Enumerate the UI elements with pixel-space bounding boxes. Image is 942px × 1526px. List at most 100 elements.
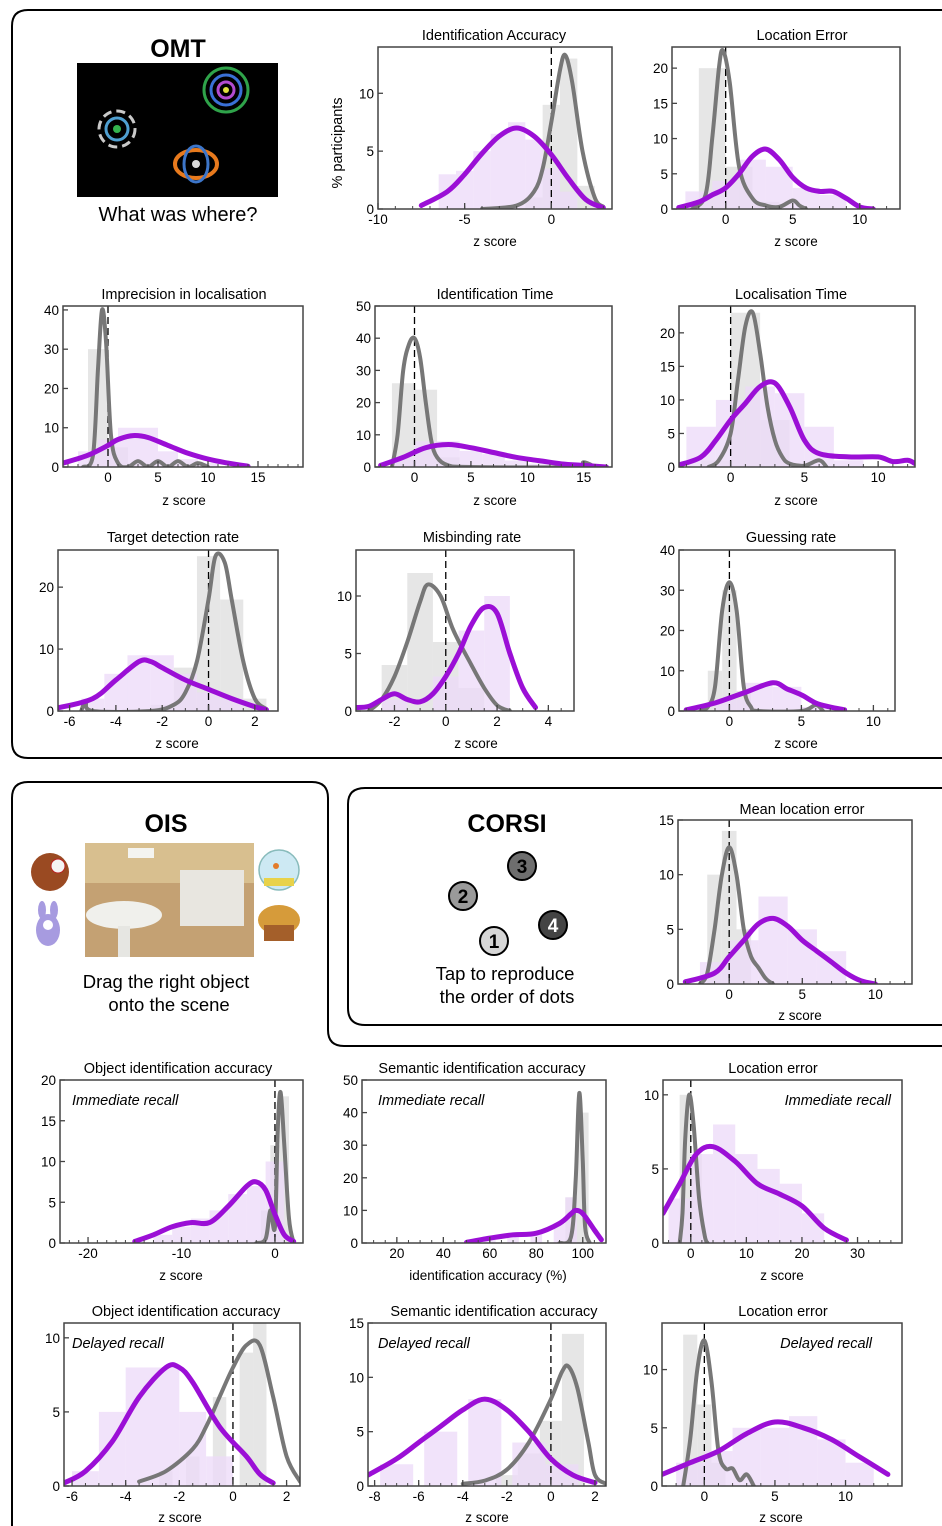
patient-density-curve bbox=[368, 1396, 598, 1486]
muffin-object[interactable] bbox=[258, 905, 300, 941]
control-histogram-bar-3 bbox=[561, 1333, 584, 1486]
patient-histogram-bar-3 bbox=[459, 450, 483, 467]
x-tick-label: -6 bbox=[413, 1489, 425, 1504]
omt-caption: What was where? bbox=[99, 204, 258, 226]
x-tick-label: 0 bbox=[442, 714, 450, 729]
bunny-toy-object[interactable] bbox=[36, 901, 60, 946]
y-tick-label: 10 bbox=[643, 1363, 658, 1378]
svg-text:1: 1 bbox=[489, 932, 500, 953]
axes-frame bbox=[57, 549, 279, 712]
y-tick-label: 0 bbox=[651, 1236, 659, 1251]
y-tick-label: 10 bbox=[39, 642, 54, 657]
x-tick-label: 4 bbox=[545, 714, 553, 729]
patient-histogram-bar-3 bbox=[490, 133, 508, 209]
y-tick-label: 20 bbox=[660, 624, 675, 639]
y-tick-label: 30 bbox=[44, 342, 59, 357]
control-density-curve bbox=[81, 307, 210, 467]
y-tick-label: 5 bbox=[666, 922, 674, 937]
patient-density-curve bbox=[663, 1143, 849, 1243]
patient-histogram-bar-3 bbox=[553, 1223, 566, 1243]
patient-histogram-bar-5 bbox=[504, 460, 528, 467]
x-tick-label: 20 bbox=[389, 1246, 404, 1261]
chart-title: Target detection rate bbox=[107, 530, 239, 546]
patient-histogram-bar-4 bbox=[482, 454, 505, 467]
patient-histogram-bar-2 bbox=[468, 1399, 502, 1486]
corsi-dot-4[interactable]: 4 bbox=[538, 910, 568, 940]
patient-density-curve bbox=[464, 1207, 604, 1243]
patient-histogram-bar-3 bbox=[152, 1367, 180, 1486]
patient-histogram-bar-2 bbox=[758, 896, 788, 984]
control-density-curve bbox=[706, 309, 829, 467]
patient-histogram-bar-3 bbox=[760, 1427, 790, 1486]
recall-condition-label: Immediate recall bbox=[72, 1093, 179, 1109]
corsi-dot-1[interactable]: 1 bbox=[479, 926, 509, 956]
patient-density-curve bbox=[662, 1419, 891, 1477]
chart-id_acc: -10 -5 0 0 5 10 Identification Accuracy z score bbox=[359, 28, 613, 249]
x-tick-label: 0 bbox=[687, 1246, 695, 1261]
chart-loc_time: 0 5 10 0 5 10 15 20 Localisation Time z score bbox=[660, 287, 916, 508]
x-tick-label: 0 bbox=[547, 1489, 555, 1504]
y-tick-label: 20 bbox=[39, 580, 54, 595]
axes-frame bbox=[62, 305, 304, 468]
y-tick-label: 15 bbox=[660, 359, 675, 374]
y-tick-label: 50 bbox=[356, 299, 371, 314]
y-tick-label: 5 bbox=[660, 167, 668, 182]
plot-area bbox=[682, 820, 878, 984]
plot-area bbox=[368, 1323, 606, 1486]
corsi-frame bbox=[347, 787, 942, 1026]
patient-histogram-bar-3 bbox=[512, 1442, 546, 1486]
plot-area bbox=[418, 47, 606, 209]
axes-frame bbox=[355, 549, 575, 712]
y-tick-label: 10 bbox=[659, 868, 674, 883]
control-density-curve bbox=[137, 1338, 300, 1484]
fishbowl-object[interactable] bbox=[258, 849, 300, 891]
chart-loc_del: 0 5 10 0 5 10 Location error z score Delayed rec… bbox=[643, 1304, 903, 1525]
y-tick-label: 15 bbox=[349, 1316, 364, 1331]
svg-text:3: 3 bbox=[517, 857, 528, 878]
kaleidoscope-object-3 bbox=[173, 144, 219, 184]
y-tick-label: 10 bbox=[45, 1331, 60, 1346]
chart-title: Misbinding rate bbox=[423, 530, 521, 546]
x-tick-label: -10 bbox=[172, 1246, 192, 1261]
patient-density-curve bbox=[418, 125, 606, 209]
kaleidoscope-object-2 bbox=[97, 109, 137, 149]
x-tick-label: -2 bbox=[501, 1489, 513, 1504]
y-tick-label: 40 bbox=[660, 543, 675, 558]
control-density-curve bbox=[460, 1363, 606, 1486]
y-tick-label: 15 bbox=[653, 96, 668, 111]
control-density-curve bbox=[697, 845, 776, 984]
corsi-dot-3[interactable]: 3 bbox=[507, 851, 537, 881]
x-tick-label: 0 bbox=[701, 1489, 709, 1504]
corsi-dot-2[interactable]: 2 bbox=[448, 881, 478, 911]
kaleidoscope-object-1 bbox=[202, 66, 250, 114]
baseball-glove-object[interactable] bbox=[31, 853, 69, 891]
plot-area bbox=[378, 306, 609, 467]
control-density-curve bbox=[480, 52, 606, 209]
plot-area bbox=[679, 306, 915, 467]
chart-corsi: 0 5 10 0 5 10 15 Mean location error z score bbox=[659, 802, 913, 1023]
y-tick-label: 0 bbox=[363, 460, 371, 475]
chart-imprec: 0 5 10 15 0 10 20 30 40 Imprecision in localisati… bbox=[44, 287, 304, 508]
chart-title: Semantic identification accuracy bbox=[378, 1061, 586, 1077]
x-axis-label: z score bbox=[774, 493, 818, 508]
patient-density-curve bbox=[676, 146, 876, 209]
patient-histogram-bar-0 bbox=[391, 457, 415, 467]
x-tick-label: 5 bbox=[771, 1489, 779, 1504]
axes-frame bbox=[377, 46, 613, 210]
x-tick-label: -4 bbox=[457, 1489, 469, 1504]
x-tick-label: -8 bbox=[369, 1489, 381, 1504]
x-tick-label: 80 bbox=[529, 1246, 544, 1261]
y-tick-label: 0 bbox=[350, 1236, 358, 1251]
chart-title: Object identification accuracy bbox=[84, 1061, 273, 1077]
omt-frame bbox=[11, 9, 942, 759]
x-tick-label: 10 bbox=[871, 470, 886, 485]
chart-sem_imm: 20 40 60 80 100 0 10 20 30 40 50 Semantic identific… bbox=[343, 1061, 607, 1283]
y-tick-label: 10 bbox=[356, 428, 371, 443]
ois-caption-line-2: onto the scene bbox=[108, 994, 229, 1015]
plot-area bbox=[676, 47, 876, 209]
y-tick-label: 10 bbox=[660, 664, 675, 679]
x-tick-label: 20 bbox=[794, 1246, 809, 1261]
x-tick-label: 5 bbox=[798, 714, 806, 729]
recall-condition-label: Delayed recall bbox=[378, 1336, 471, 1352]
